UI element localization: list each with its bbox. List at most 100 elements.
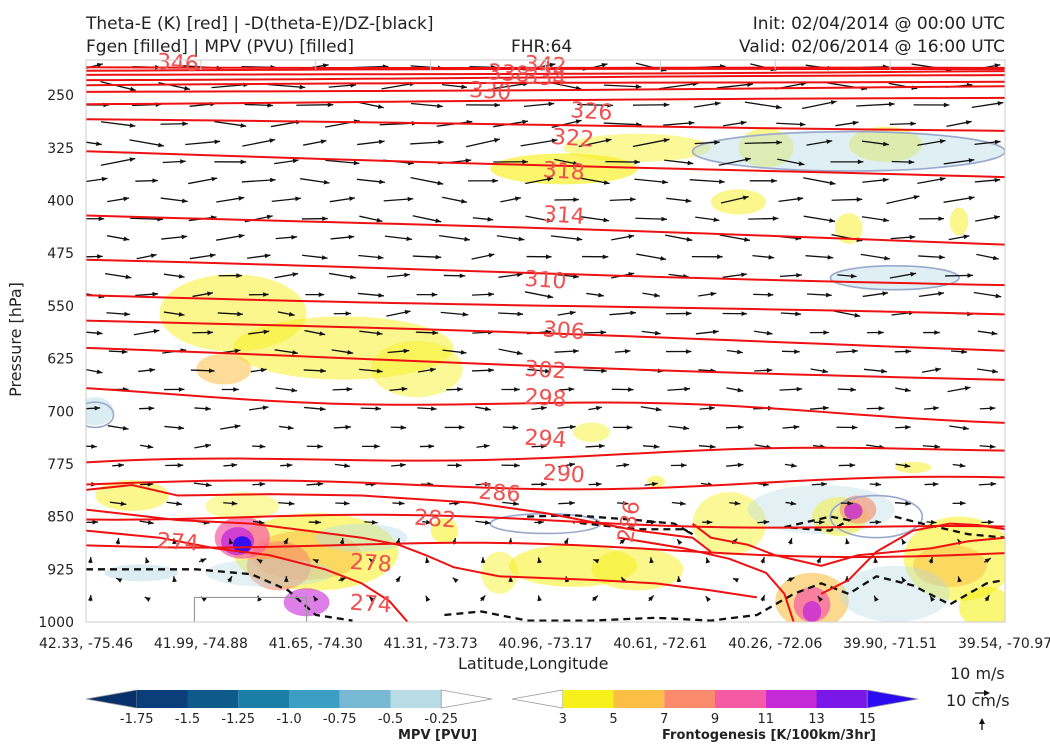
wind-vector-head: [460, 198, 467, 204]
mpv-colorbar: -1.75 -1.5 -1.25 -1.0 -0.75 -0.5 -0.25: [85, 689, 493, 727]
y-tick-label: 1000: [38, 615, 74, 631]
x-axis-title: Latitude,Longitude: [458, 654, 609, 673]
wind-vector-head: [904, 463, 911, 468]
theta-e-contour-lower-1: [86, 529, 409, 622]
wind-vector-head: [776, 140, 782, 145]
wind-vector: [104, 272, 132, 280]
mpv-colorbar-label: MPV [PVU]: [398, 728, 478, 743]
wind-vector-head: [437, 180, 444, 186]
wind-vector: [974, 139, 1001, 145]
wind-vector: [283, 576, 289, 583]
wind-vector-head: [655, 406, 662, 412]
wind-vector: [443, 273, 466, 279]
wind-vector: [926, 519, 937, 525]
wind-vector-head: [209, 253, 216, 258]
wind-vector: [584, 330, 607, 335]
wind-vector: [861, 140, 889, 147]
wind-vector-head: [569, 500, 575, 506]
fgen-colorbar-tick-label: 15: [859, 712, 876, 727]
wind-vector-head: [270, 177, 276, 183]
wind-vector-head: [829, 180, 836, 186]
wind-vector-head: [790, 500, 797, 506]
theta-e-label-7: 318: [542, 158, 586, 186]
wind-vector-head: [548, 101, 555, 107]
wind-vector-head: [598, 292, 604, 298]
wind-vector: [726, 462, 744, 468]
wind-vector-head: [457, 387, 463, 392]
wind-vector: [416, 292, 438, 297]
theta-e-contour-330: [86, 80, 1005, 87]
wind-vector-head: [205, 406, 211, 411]
wind-vector-head: [737, 424, 744, 430]
x-tick-label: 40.96, -73.17: [498, 636, 592, 652]
wind-vector-head: [551, 138, 558, 144]
wind-vector-head: [178, 274, 185, 279]
wind-vector-head: [317, 481, 324, 487]
wind-vector: [784, 463, 797, 468]
wind-vector-head: [628, 234, 635, 239]
ref-arrow-vertical-head: [979, 718, 985, 724]
wind-vector-head: [630, 310, 636, 316]
wind-vector-head: [737, 349, 743, 355]
wind-vector: [580, 177, 610, 185]
wind-vector: [551, 119, 582, 129]
mpv-colorbar-tick-label: -1.0: [276, 712, 301, 727]
wind-vector: [501, 463, 520, 468]
wind-vector-head: [822, 368, 829, 374]
wind-vector: [227, 575, 233, 583]
wind-vector: [952, 500, 966, 506]
wind-vector: [247, 253, 271, 259]
wind-vector-head: [480, 557, 486, 563]
wind-vector-head: [850, 273, 857, 279]
wind-vector-head: [575, 119, 582, 124]
wind-vector-head: [881, 368, 887, 374]
wind-vector: [525, 215, 553, 223]
wind-vector: [943, 195, 975, 203]
wind-vector: [275, 387, 298, 393]
wind-vector-head: [827, 254, 834, 260]
fgen-colorbar-end-right: [866, 689, 919, 709]
wind-vector: [139, 520, 154, 525]
wind-vector-shaft: [886, 195, 920, 205]
wind-vector: [719, 234, 751, 242]
wind-vector-head: [961, 349, 968, 355]
x-tick-label: 39.54, -70.97: [958, 636, 1050, 652]
wind-vector: [217, 311, 243, 317]
wind-vector-head: [238, 233, 245, 239]
wind-vector-shaft: [410, 141, 444, 145]
wind-vector-head: [712, 329, 719, 335]
wind-vector: [214, 121, 247, 128]
wind-vector: [665, 311, 692, 316]
wind-vector-head: [157, 142, 164, 148]
fgen-colorbar-tick-label: 3: [559, 712, 567, 727]
fgen-colorbar-segment: [562, 690, 614, 708]
theta-e-label-20: 286: [614, 499, 646, 545]
wind-vector: [164, 425, 185, 431]
wind-vector-head: [257, 595, 262, 602]
wind-vector-head: [234, 348, 241, 354]
wind-vector-head: [522, 119, 528, 125]
wind-vector-head: [939, 254, 945, 260]
wind-vector: [749, 178, 777, 184]
wind-vector: [753, 292, 774, 298]
wind-vector-head: [263, 329, 270, 335]
wind-vector-head: [928, 557, 934, 564]
wind-vector-head: [516, 272, 523, 278]
wind-vector-head: [997, 101, 1004, 106]
wind-vector-head: [207, 330, 214, 335]
wind-vector-head: [607, 102, 613, 108]
wind-vector-head: [147, 444, 154, 449]
mpv-colorbar-tick-label: -0.75: [323, 712, 357, 727]
x-tick-label: 41.65, -74.30: [269, 636, 363, 652]
wind-vector-head: [984, 558, 991, 564]
terrain-mask: [193, 596, 308, 622]
wind-vector-head: [371, 519, 378, 525]
wind-vector: [493, 159, 528, 165]
wind-vector: [452, 577, 459, 584]
wind-vector: [554, 197, 579, 203]
wind-vector-head: [990, 481, 997, 487]
y-tick-label: 250: [47, 88, 74, 104]
wind-vector: [722, 272, 747, 278]
wind-vector: [220, 424, 241, 430]
